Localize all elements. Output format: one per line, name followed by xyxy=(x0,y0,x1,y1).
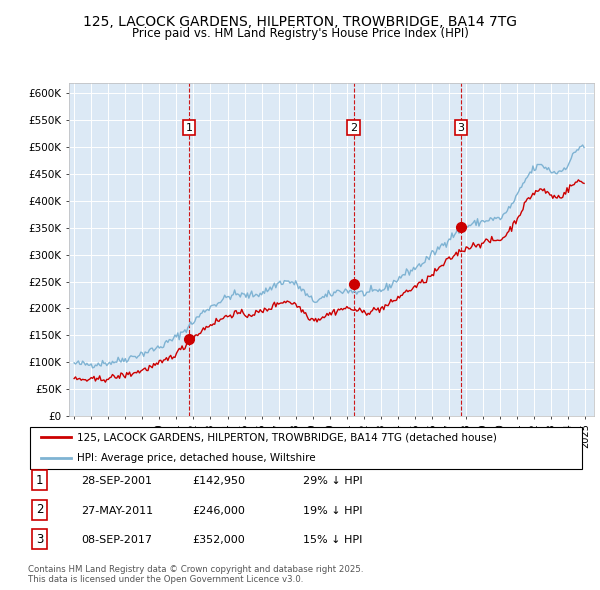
Text: 1: 1 xyxy=(36,474,43,487)
Text: 2: 2 xyxy=(36,503,43,516)
Text: 125, LACOCK GARDENS, HILPERTON, TROWBRIDGE, BA14 7TG: 125, LACOCK GARDENS, HILPERTON, TROWBRID… xyxy=(83,15,517,30)
Text: 08-SEP-2017: 08-SEP-2017 xyxy=(81,536,152,545)
Text: 3: 3 xyxy=(458,123,464,133)
Text: £352,000: £352,000 xyxy=(192,536,245,545)
Text: £142,950: £142,950 xyxy=(192,477,245,486)
Text: 29% ↓ HPI: 29% ↓ HPI xyxy=(303,477,362,486)
Text: 2: 2 xyxy=(350,123,357,133)
Text: Contains HM Land Registry data © Crown copyright and database right 2025.
This d: Contains HM Land Registry data © Crown c… xyxy=(28,565,364,584)
Text: 125, LACOCK GARDENS, HILPERTON, TROWBRIDGE, BA14 7TG (detached house): 125, LACOCK GARDENS, HILPERTON, TROWBRID… xyxy=(77,432,497,442)
Text: 3: 3 xyxy=(36,533,43,546)
Text: 27-MAY-2011: 27-MAY-2011 xyxy=(81,506,153,516)
Text: 19% ↓ HPI: 19% ↓ HPI xyxy=(303,506,362,516)
Text: 28-SEP-2001: 28-SEP-2001 xyxy=(81,477,152,486)
Text: 1: 1 xyxy=(185,123,193,133)
Text: £246,000: £246,000 xyxy=(192,506,245,516)
Text: HPI: Average price, detached house, Wiltshire: HPI: Average price, detached house, Wilt… xyxy=(77,454,316,463)
Text: Price paid vs. HM Land Registry's House Price Index (HPI): Price paid vs. HM Land Registry's House … xyxy=(131,27,469,40)
Text: 15% ↓ HPI: 15% ↓ HPI xyxy=(303,536,362,545)
